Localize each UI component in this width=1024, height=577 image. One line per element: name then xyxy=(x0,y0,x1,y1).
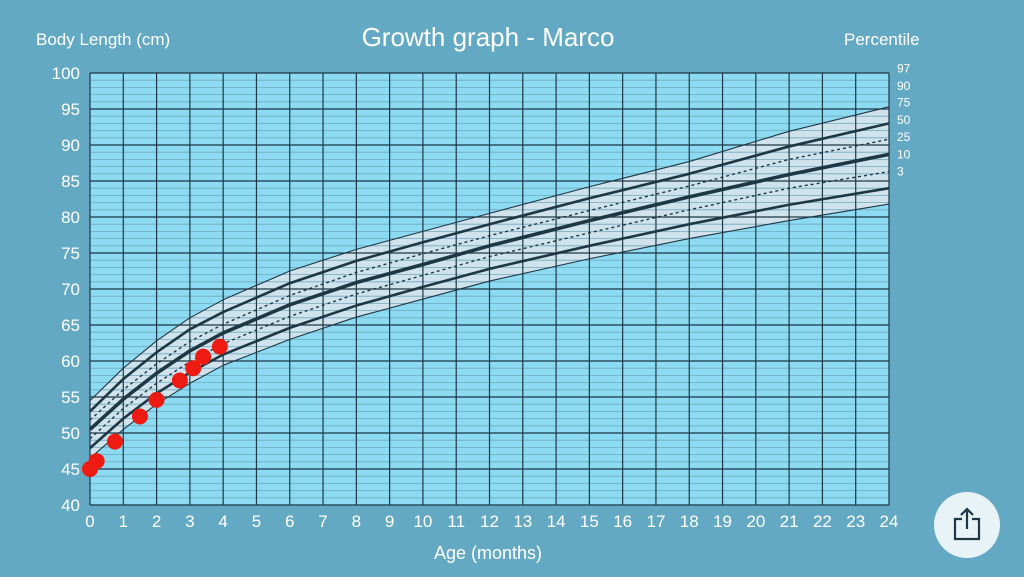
x-tick-label: 1 xyxy=(119,512,128,531)
x-tick-label: 4 xyxy=(218,512,227,531)
x-tick-label: 6 xyxy=(285,512,294,531)
percentile-curve-75 xyxy=(89,138,890,421)
y-tick-label: 95 xyxy=(61,100,80,119)
y-tick-label: 45 xyxy=(61,460,80,479)
measurement-point xyxy=(211,338,228,355)
percentile-label: 50 xyxy=(897,113,911,127)
x-tick-label: 5 xyxy=(252,512,261,531)
percentile-curve-50 xyxy=(88,152,890,431)
x-tick-label: 11 xyxy=(447,512,465,531)
percentile-legend-title: Percentile xyxy=(844,30,920,49)
x-tick-label: 18 xyxy=(680,512,699,531)
x-tick-label: 20 xyxy=(746,512,765,531)
x-tick-label: 24 xyxy=(880,512,899,531)
measurement-point xyxy=(195,348,212,365)
measurement-point xyxy=(88,453,105,470)
x-tick-label: 14 xyxy=(547,512,566,531)
y-tick-label: 85 xyxy=(61,172,80,191)
x-tick-label: 16 xyxy=(613,512,632,531)
y-axis-label: Body Length (cm) xyxy=(36,30,171,49)
share-icon xyxy=(953,507,981,541)
y-tick-label: 80 xyxy=(61,208,80,227)
y-tick-label: 70 xyxy=(61,280,80,299)
x-tick-label: 22 xyxy=(813,512,832,531)
x-tick-label: 21 xyxy=(780,512,799,531)
percentile-curve-90 xyxy=(89,122,890,413)
x-tick-label: 7 xyxy=(318,512,327,531)
measurement-point xyxy=(131,408,148,425)
percentile-label: 75 xyxy=(897,96,911,110)
percentile-curve-25 xyxy=(89,170,890,440)
x-tick-label: 10 xyxy=(413,512,432,531)
y-tick-label: 100 xyxy=(52,64,80,83)
x-axis-label: Age (months) xyxy=(433,543,543,563)
x-tick-label: 12 xyxy=(480,512,499,531)
x-tick-label: 17 xyxy=(646,512,665,531)
x-tick-label: 9 xyxy=(385,512,394,531)
share-button[interactable] xyxy=(934,492,1000,558)
measurement-point xyxy=(171,372,188,389)
y-tick-label: 65 xyxy=(61,316,80,335)
x-tick-label: 23 xyxy=(846,512,865,531)
percentile-curve-97 xyxy=(89,106,890,401)
percentile-label: 10 xyxy=(897,147,911,161)
x-tick-label: 3 xyxy=(185,512,194,531)
x-tick-label: 19 xyxy=(713,512,732,531)
y-tick-label: 75 xyxy=(61,244,80,263)
y-tick-label: 60 xyxy=(61,352,80,371)
y-tick-label: 55 xyxy=(61,388,80,407)
percentile-label: 3 xyxy=(897,165,904,179)
x-tick-label: 0 xyxy=(85,512,94,531)
percentile-label: 25 xyxy=(897,130,911,144)
y-tick-label: 50 xyxy=(61,424,80,443)
x-tick-label: 2 xyxy=(152,512,161,531)
x-tick-label: 13 xyxy=(513,512,532,531)
percentile-label: 97 xyxy=(897,62,911,76)
measurement-point xyxy=(148,391,165,408)
percentile-label: 90 xyxy=(897,79,911,93)
x-tick-label: 8 xyxy=(352,512,361,531)
chart-title: Growth graph - Marco xyxy=(361,22,615,52)
x-tick-label: 15 xyxy=(580,512,599,531)
y-tick-label: 90 xyxy=(61,136,80,155)
y-tick-label: 40 xyxy=(61,496,80,515)
measurement-point xyxy=(185,360,202,377)
measurement-point xyxy=(106,433,123,450)
